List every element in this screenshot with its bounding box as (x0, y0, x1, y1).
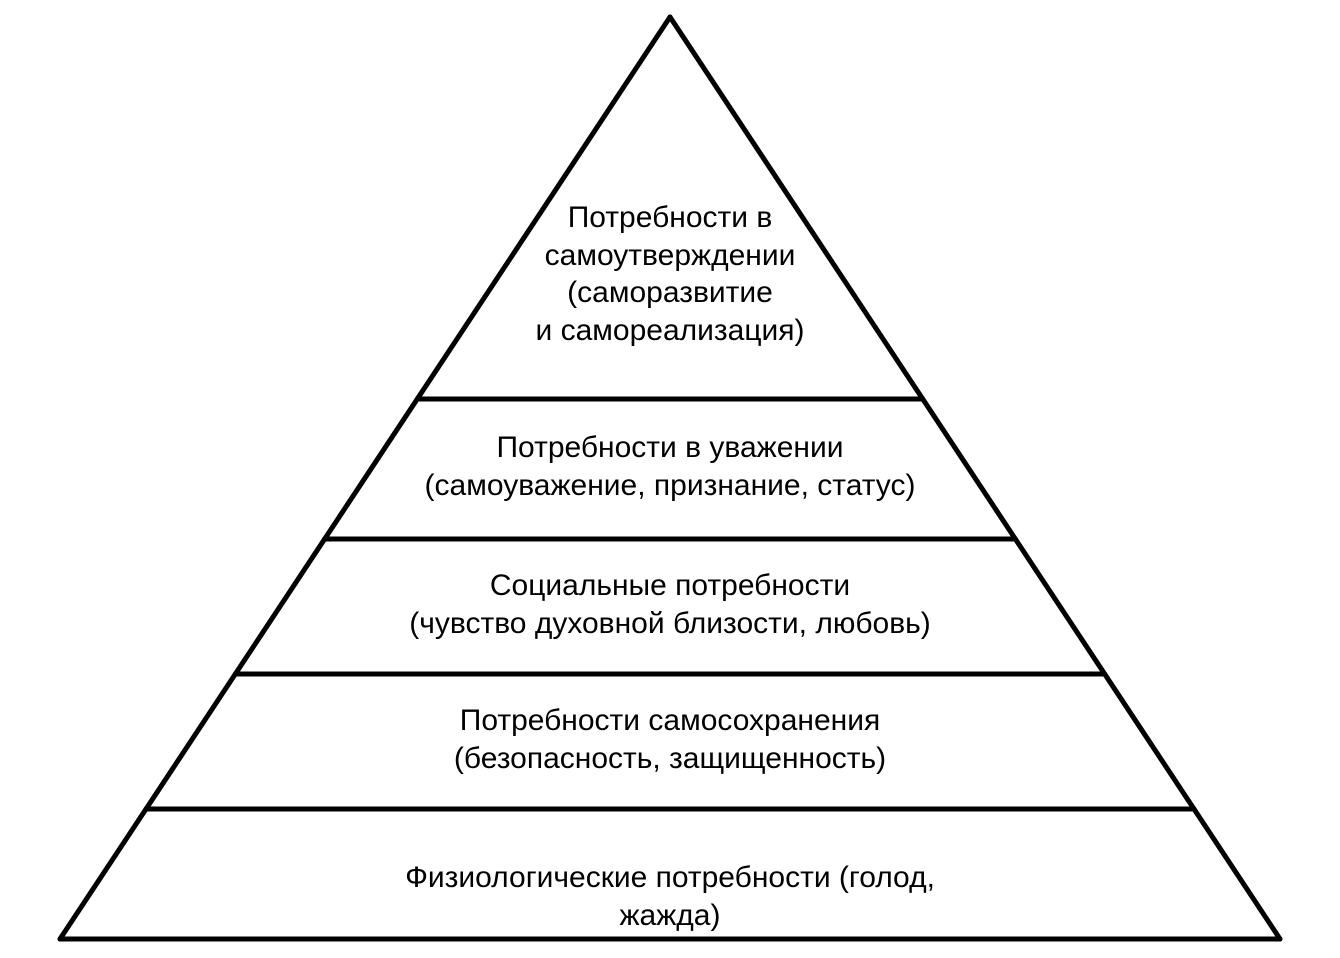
level-4-esteem-label: Потребности в уважении (самоуважение, пр… (425, 429, 916, 504)
level-2-safety-label: Потребности самосохранения (безопасность… (454, 702, 886, 777)
level-3-social-label: Социальные потребности (чувство духовной… (409, 567, 931, 642)
pyramid-diagram: Потребности в самоутверждении (саморазви… (40, 9, 1300, 949)
level-5-self-actualization-label: Потребности в самоутверждении (саморазви… (535, 199, 804, 349)
level-1-physiological-label: Физиологические потребности (голод, жажд… (355, 859, 985, 934)
